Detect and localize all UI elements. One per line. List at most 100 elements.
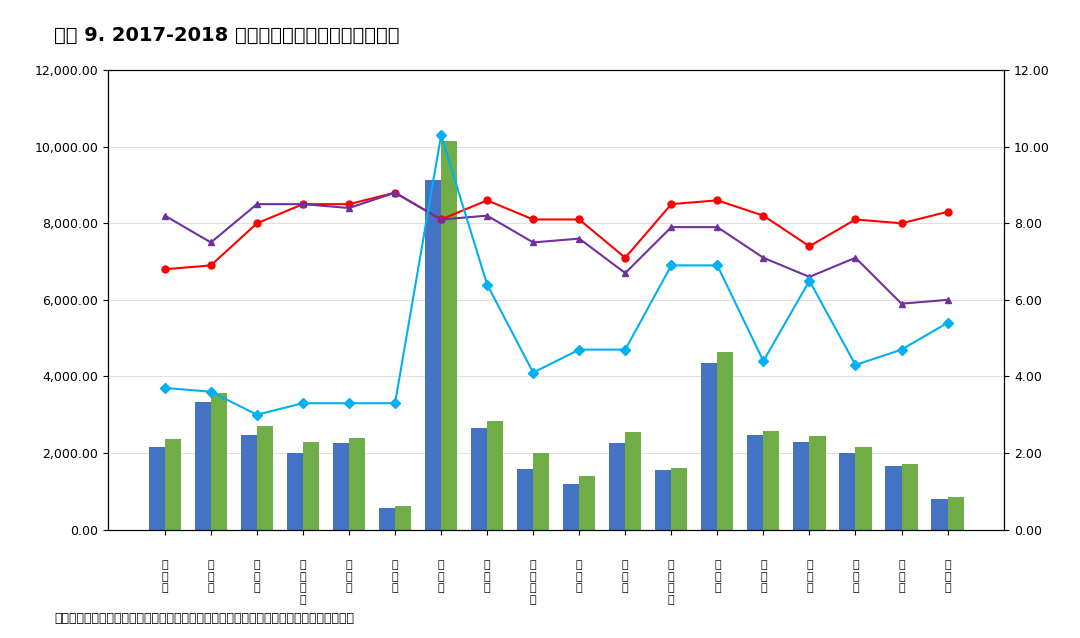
2018年人均GDP[万元]-右轴 bbox=[802, 277, 815, 285]
Bar bbox=[441, 141, 457, 530]
2018年地区生产总值同比增速[%]-右轴 bbox=[481, 212, 494, 219]
2018年人均GDP[万元]-右轴 bbox=[481, 281, 494, 288]
2017年地区生产总值同比增速[%]-右轴 bbox=[572, 216, 585, 223]
2018年人均GDP[万元]-右轴 bbox=[342, 399, 355, 407]
2017年地区生产总值同比增速[%]-右轴 bbox=[481, 197, 494, 204]
Text: 周
口
市: 周 口 市 bbox=[254, 560, 260, 593]
2018年人均GDP[万元]-右轴 bbox=[527, 369, 540, 376]
2017年地区生产总值同比增速[%]-右轴 bbox=[204, 262, 217, 269]
Text: 鹤
壁
市: 鹤 壁 市 bbox=[944, 560, 950, 593]
2018年地区生产总值同比增速[%]-右轴 bbox=[159, 212, 172, 219]
Text: 数据来源：河南省各地级市及省直辖县级市国民经济和社会发展统计公报，新世纪评级整理: 数据来源：河南省各地级市及省直辖县级市国民经济和社会发展统计公报，新世纪评级整理 bbox=[54, 612, 354, 625]
Bar bbox=[794, 443, 809, 530]
Text: 信
阳
市: 信 阳 市 bbox=[162, 560, 168, 593]
Bar bbox=[563, 484, 579, 530]
2018年地区生产总值同比增速[%]-右轴 bbox=[895, 300, 908, 308]
Bar bbox=[701, 363, 717, 530]
Text: 图表 9. 2017-2018 年河南省各市主要经济指标情况: 图表 9. 2017-2018 年河南省各市主要经济指标情况 bbox=[54, 26, 400, 45]
2018年人均GDP[万元]-右轴 bbox=[941, 319, 954, 327]
Text: 漯
河
市: 漯 河 市 bbox=[576, 560, 582, 593]
2018年人均GDP[万元]-右轴 bbox=[251, 411, 264, 419]
2018年地区生产总值同比增速[%]-右轴 bbox=[802, 273, 815, 281]
Text: 三
门
峡
市: 三 门 峡 市 bbox=[669, 560, 675, 605]
2017年地区生产总值同比增速[%]-右轴 bbox=[527, 216, 540, 223]
2018年人均GDP[万元]-右轴 bbox=[895, 346, 908, 353]
2018年地区生产总值同比增速[%]-右轴 bbox=[251, 200, 264, 208]
2017年地区生产总值同比增速[%]-右轴 bbox=[619, 254, 632, 262]
Bar bbox=[717, 352, 733, 530]
2017年地区生产总值同比增速[%]-右轴 bbox=[251, 219, 264, 227]
2017年地区生产总值同比增速[%]-右轴 bbox=[941, 208, 954, 216]
2018年地区生产总值同比增速[%]-右轴 bbox=[342, 204, 355, 212]
Text: 驻
马
店
市: 驻 马 店 市 bbox=[299, 560, 307, 605]
Bar bbox=[839, 454, 855, 530]
Bar bbox=[579, 476, 595, 530]
2017年地区生产总值同比增速[%]-右轴 bbox=[802, 242, 815, 250]
2018年地区生产总值同比增速[%]-右轴 bbox=[619, 269, 632, 277]
2018年地区生产总值同比增速[%]-右轴 bbox=[757, 254, 770, 262]
Bar bbox=[471, 428, 487, 530]
Bar bbox=[287, 452, 303, 530]
Text: 商
丘
市: 商 丘 市 bbox=[346, 560, 352, 593]
2018年人均GDP[万元]-右轴 bbox=[757, 357, 770, 365]
Bar bbox=[886, 466, 902, 530]
Bar bbox=[672, 468, 687, 530]
Text: 许
昌
市: 许 昌 市 bbox=[484, 560, 490, 593]
Bar bbox=[333, 443, 349, 530]
2017年地区生产总值同比增速[%]-右轴 bbox=[297, 200, 310, 208]
2017年地区生产总值同比增速[%]-右轴 bbox=[757, 212, 770, 219]
2017年地区生产总值同比增速[%]-右轴 bbox=[434, 216, 447, 223]
2018年地区生产总值同比增速[%]-右轴 bbox=[434, 216, 447, 223]
Text: 济
源
市: 济 源 市 bbox=[392, 560, 399, 593]
Text: 安
阳
市: 安 阳 市 bbox=[622, 560, 629, 593]
2018年人均GDP[万元]-右轴 bbox=[849, 361, 862, 369]
2018年地区生产总值同比增速[%]-右轴 bbox=[527, 239, 540, 246]
Bar bbox=[609, 443, 625, 530]
Bar bbox=[931, 498, 947, 530]
Text: 郑
州
市: 郑 州 市 bbox=[437, 560, 444, 593]
2018年人均GDP[万元]-右轴 bbox=[572, 346, 585, 353]
Bar bbox=[211, 393, 227, 530]
Bar bbox=[855, 447, 872, 530]
Bar bbox=[303, 443, 319, 530]
Bar bbox=[194, 401, 211, 530]
Bar bbox=[257, 426, 273, 530]
Bar bbox=[809, 436, 825, 530]
2018年地区生产总值同比增速[%]-右轴 bbox=[849, 254, 862, 262]
Text: 开
封
市: 开 封 市 bbox=[852, 560, 859, 593]
Bar bbox=[747, 435, 764, 530]
2018年地区生产总值同比增速[%]-右轴 bbox=[204, 239, 217, 246]
2018年人均GDP[万元]-右轴 bbox=[297, 399, 310, 407]
Text: 新
乡
市: 新 乡 市 bbox=[760, 560, 767, 593]
2018年人均GDP[万元]-右轴 bbox=[204, 388, 217, 396]
Bar bbox=[947, 497, 963, 530]
2017年地区生产总值同比增速[%]-右轴 bbox=[895, 219, 908, 227]
Text: 濮
阳
市: 濮 阳 市 bbox=[899, 560, 905, 593]
2018年地区生产总值同比增速[%]-右轴 bbox=[665, 223, 678, 231]
2018年人均GDP[万元]-右轴 bbox=[434, 131, 447, 139]
2017年地区生产总值同比增速[%]-右轴 bbox=[711, 197, 724, 204]
Text: 南
阳
市: 南 阳 市 bbox=[207, 560, 214, 593]
Bar bbox=[764, 431, 780, 530]
2018年地区生产总值同比增速[%]-右轴 bbox=[389, 189, 402, 197]
Text: 洛
阳
市: 洛 阳 市 bbox=[714, 560, 720, 593]
Text: 平
顶
山
市: 平 顶 山 市 bbox=[530, 560, 537, 605]
Bar bbox=[534, 453, 550, 530]
2017年地区生产总值同比增速[%]-右轴 bbox=[665, 200, 678, 208]
Line: 2018年人均GDP[万元]-右轴: 2018年人均GDP[万元]-右轴 bbox=[161, 132, 951, 418]
Line: 2017年地区生产总值同比增速[%]-右轴: 2017年地区生产总值同比增速[%]-右轴 bbox=[161, 189, 951, 272]
Bar bbox=[165, 439, 181, 530]
Bar bbox=[395, 506, 411, 530]
Line: 2018年地区生产总值同比增速[%]-右轴: 2018年地区生产总值同比增速[%]-右轴 bbox=[161, 189, 951, 307]
Bar bbox=[517, 470, 534, 530]
Bar bbox=[487, 421, 503, 530]
2018年人均GDP[万元]-右轴 bbox=[711, 262, 724, 269]
2018年地区生产总值同比增速[%]-右轴 bbox=[297, 200, 310, 208]
2018年人均GDP[万元]-右轴 bbox=[159, 384, 172, 392]
Bar bbox=[902, 464, 918, 530]
Bar bbox=[426, 180, 441, 530]
2017年地区生产总值同比增速[%]-右轴 bbox=[159, 265, 172, 273]
Text: 焦
作
市: 焦 作 市 bbox=[806, 560, 813, 593]
Bar bbox=[349, 438, 365, 530]
2018年人均GDP[万元]-右轴 bbox=[389, 399, 402, 407]
